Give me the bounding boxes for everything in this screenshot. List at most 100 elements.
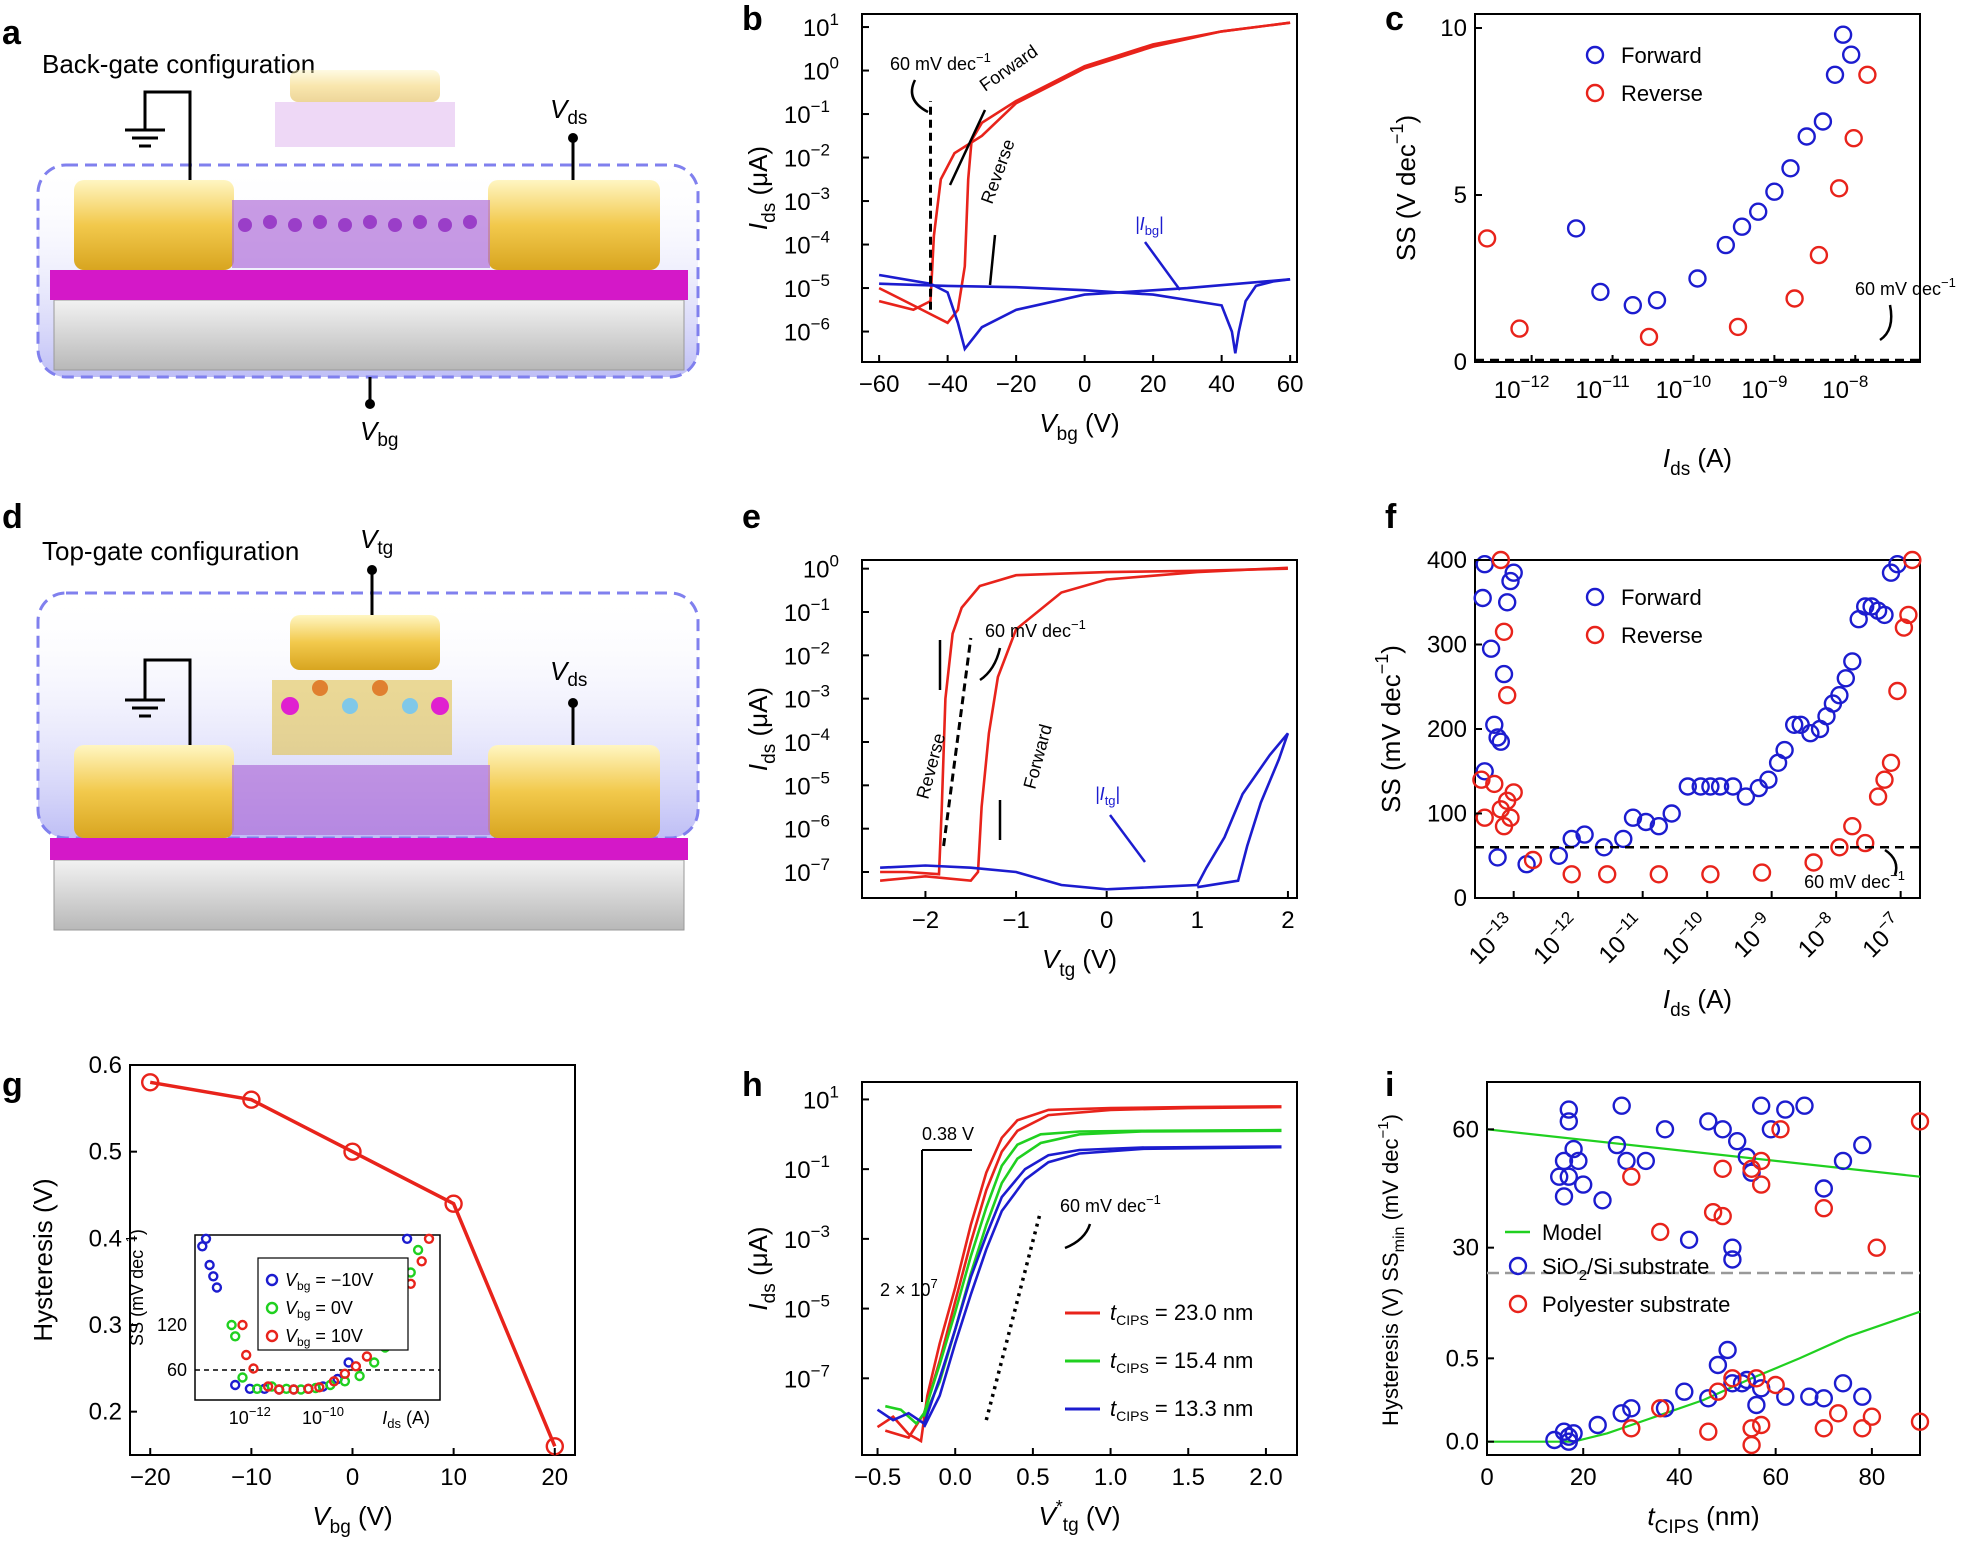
data-point	[1554, 1187, 1574, 1206]
inset-point	[369, 1357, 380, 1368]
data-point	[1713, 1120, 1732, 1139]
y-tick-label: 10−6	[784, 315, 830, 347]
data-point	[1566, 219, 1586, 238]
leak-arrow	[1108, 814, 1147, 863]
source-electrode	[74, 745, 234, 838]
data-point	[1569, 1151, 1588, 1171]
x-tick-label: 20	[541, 1464, 568, 1491]
plot-frame	[861, 1081, 1298, 1456]
data-point	[1776, 1387, 1795, 1406]
data-point	[1623, 296, 1643, 315]
y-tick-label: 10−5	[784, 768, 830, 800]
x-axis-label: Ids (A)	[1663, 984, 1732, 1021]
x-tick-label: 80	[1859, 1464, 1886, 1491]
y-tick-label: 200	[1427, 716, 1467, 743]
legend-marker	[1508, 1256, 1528, 1276]
data-point	[1795, 1096, 1814, 1115]
series-line	[879, 278, 1291, 354]
data-point	[1833, 1374, 1853, 1393]
reference-arrow	[1879, 304, 1893, 342]
data-point	[1494, 622, 1514, 641]
y-tick-label: 10−2	[784, 141, 830, 173]
data-point	[1751, 1096, 1771, 1115]
leak-label: |Ibg|	[1135, 214, 1164, 238]
x-tick-label: 10−12	[1494, 372, 1550, 404]
data-point	[1564, 1424, 1583, 1443]
y-tick-label: 101	[803, 10, 839, 42]
data-point	[1675, 1382, 1694, 1401]
series-line	[880, 567, 1288, 876]
panel-label-g: g	[2, 1066, 23, 1104]
inset-legend-label: Vbg = −10V	[285, 1270, 373, 1293]
y-tick-label: 10	[1440, 15, 1467, 42]
data-point	[1727, 1131, 1747, 1151]
data-point	[1622, 1399, 1641, 1418]
data-point	[1853, 1419, 1872, 1438]
series-line	[884, 1105, 1282, 1440]
schematic-title-d: Top-gate configuration	[42, 536, 299, 566]
y-tick-label: 10−2	[784, 638, 830, 670]
x-tick-label: 0	[1100, 907, 1113, 934]
data-point	[1703, 1202, 1723, 1222]
data-point	[1573, 1175, 1593, 1194]
inset-point	[361, 1351, 373, 1362]
y-axis-label: Hysteresis (V) SSmin (mV dec−1)	[1375, 1114, 1408, 1426]
panel-label-e: e	[742, 498, 761, 536]
series-line	[880, 732, 1290, 891]
inset-point	[240, 1349, 252, 1361]
data-point	[1701, 865, 1720, 884]
x-tick-label: 10−8	[1789, 908, 1844, 963]
inset-point	[252, 1383, 263, 1395]
data-point	[1649, 817, 1669, 836]
drain-electrode	[488, 180, 660, 270]
panel-label-a: a	[2, 14, 22, 52]
leak-arrow	[1143, 241, 1182, 291]
data-point	[1662, 804, 1681, 823]
data-point	[1559, 1167, 1579, 1186]
data-point	[1475, 808, 1494, 827]
data-point	[1814, 1179, 1834, 1198]
y-tick-label: 10−3	[784, 1222, 830, 1254]
shift-label: 0.38 V	[922, 1124, 974, 1144]
data-point	[1875, 605, 1894, 625]
x-axis-label: Vbg (V)	[312, 1501, 392, 1538]
inset-point	[208, 1271, 219, 1282]
fit-curve	[149, 1080, 557, 1447]
y-tick-label: 0.5	[1446, 1345, 1479, 1372]
data-point	[1766, 1375, 1785, 1395]
forward-label: Forward	[1020, 722, 1056, 791]
data-point	[1713, 1159, 1732, 1179]
reference-label: 60 mV dec−1	[1855, 275, 1956, 299]
data-point	[1853, 1135, 1872, 1155]
atoms-row	[238, 215, 477, 232]
data-point	[1903, 550, 1922, 570]
y-axis-label: Ids (μA)	[743, 1226, 780, 1310]
data-point	[1723, 1238, 1742, 1257]
forward-arrow	[948, 109, 987, 186]
y-tick-label: 10−3	[784, 682, 830, 714]
schematic-title-a: Back-gate configuration	[42, 49, 315, 79]
legend-label: Reverse	[1621, 623, 1703, 648]
data-point	[1881, 753, 1901, 772]
data-point	[1829, 179, 1849, 198]
data-point	[1497, 593, 1517, 612]
x-tick-label: 20	[1140, 371, 1167, 398]
data-point	[1775, 740, 1794, 760]
data-point	[1716, 235, 1736, 255]
data-point	[1809, 245, 1829, 265]
data-point	[1639, 327, 1659, 347]
drain-electrode	[488, 745, 660, 838]
data-point	[1559, 1112, 1579, 1131]
legend-label: tCIPS = 13.3 nm	[1110, 1396, 1253, 1424]
data-point	[1588, 1415, 1607, 1435]
data-point	[1575, 825, 1594, 844]
data-point	[1485, 774, 1504, 794]
data-point	[1858, 65, 1877, 85]
data-point	[1771, 1120, 1790, 1139]
data-point	[1614, 829, 1633, 849]
y-tick-label: 10−5	[784, 271, 830, 303]
data-point	[1737, 1370, 1757, 1390]
data-point	[1825, 65, 1845, 85]
y-tick-label: 0	[1454, 885, 1467, 912]
drain-terminal-dot	[568, 133, 578, 143]
